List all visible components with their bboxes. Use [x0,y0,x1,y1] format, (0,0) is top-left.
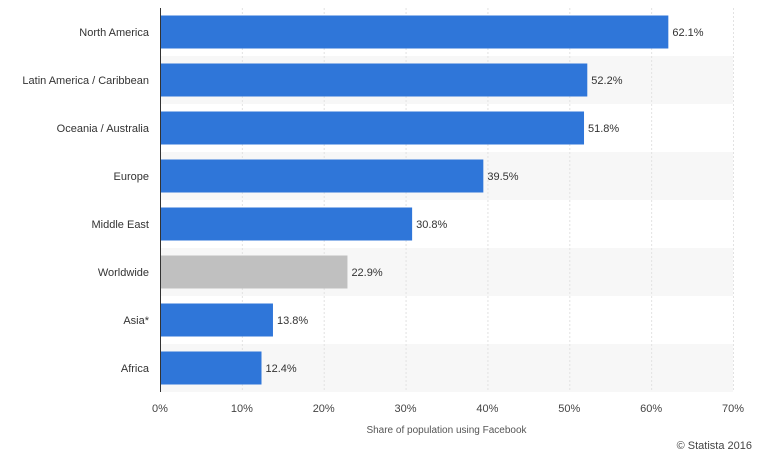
category-label: Latin America / Caribbean [22,75,149,87]
value-label: 30.8% [416,219,447,231]
category-label: Middle East [92,219,149,231]
bar[interactable] [161,111,585,145]
value-label: 22.9% [351,267,382,279]
bar[interactable] [161,303,273,337]
x-tick-label: 30% [395,403,417,415]
value-label: 51.8% [588,123,619,135]
bar[interactable] [161,15,669,49]
x-tick-label: 50% [558,403,580,415]
bar[interactable] [161,351,262,385]
category-label: Africa [121,363,150,375]
x-axis-title: Share of population using Facebook [366,425,527,436]
source-credit[interactable]: © Statista 2016 [676,440,752,452]
x-tick-label: 20% [313,403,335,415]
category-label: North America [79,27,150,39]
x-tick-label: 0% [152,403,168,415]
category-labels: North America Latin America / Caribbean Oc… [22,27,149,375]
x-tick-label: 10% [231,403,253,415]
value-label: 39.5% [487,171,518,183]
category-label: Europe [114,171,149,183]
x-tick-label: 70% [722,403,744,415]
x-tick-labels: 0% 10% 20% 30% 40% 50% 60% 70% [152,403,744,415]
bar[interactable] [161,255,348,289]
bar[interactable] [161,63,588,97]
bars [161,15,669,385]
category-label: Asia* [123,315,149,327]
category-label: Oceania / Australia [57,123,150,135]
bar[interactable] [161,207,413,241]
value-label: 13.8% [277,315,308,327]
value-labels: 62.1% 52.2% 51.8% 39.5% 30.8% 22.9% 13.8% 12.4% [266,27,704,375]
category-label: Worldwide [98,267,149,279]
value-label: 52.2% [591,75,622,87]
value-label: 62.1% [672,27,703,39]
x-tick-label: 40% [476,403,498,415]
value-label: 12.4% [266,363,297,375]
bar[interactable] [161,159,484,193]
x-tick-label: 60% [640,403,662,415]
